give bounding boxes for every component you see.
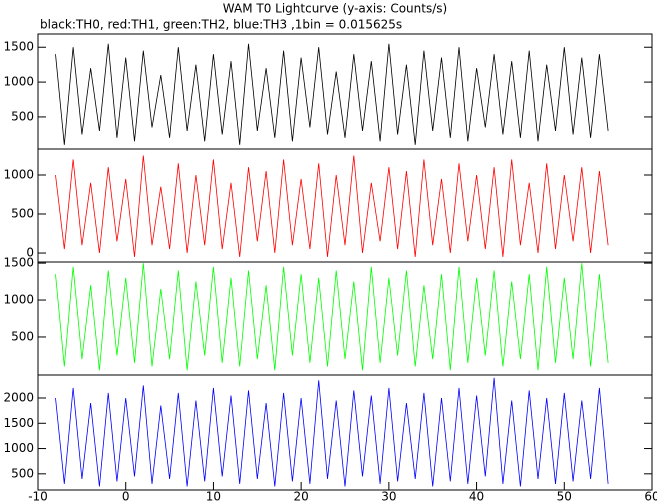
data-line (55, 377, 609, 487)
panel-frame (37, 374, 653, 491)
y-tick-label: 1000 (3, 75, 34, 89)
data-line (55, 155, 609, 257)
x-tick-label: -10 (28, 490, 48, 504)
x-tick-label: 60 (644, 490, 657, 504)
data-line (55, 263, 609, 371)
y-tick-label: 500 (11, 329, 34, 343)
y-tick-label: 1000 (3, 441, 34, 455)
y-tick-label: 1500 (3, 40, 34, 54)
y-tick-label: 500 (11, 466, 34, 480)
x-tick-label: 50 (557, 490, 572, 504)
x-tick-label: 30 (381, 490, 396, 504)
x-tick-label: 40 (469, 490, 484, 504)
chart-title: WAM T0 Lightcurve (y-axis: Counts/s) (223, 2, 447, 16)
y-tick-label: 500 (11, 109, 34, 123)
data-line (55, 43, 609, 145)
y-tick-label: 0 (26, 246, 34, 260)
y-tick-label: 1000 (3, 293, 34, 307)
y-tick-label: 1500 (3, 416, 34, 430)
y-tick-label: 500 (11, 207, 34, 221)
chart-subtitle: black:TH0, red:TH1, green:TH2, blue:TH3 … (40, 18, 402, 32)
x-tick-label: 20 (294, 490, 309, 504)
y-tick-label: 1000 (3, 167, 34, 181)
y-tick-label: 2000 (3, 391, 34, 405)
x-tick-label: 10 (206, 490, 221, 504)
x-tick-label: 0 (122, 490, 130, 504)
y-tick-label: 1500 (3, 256, 34, 270)
